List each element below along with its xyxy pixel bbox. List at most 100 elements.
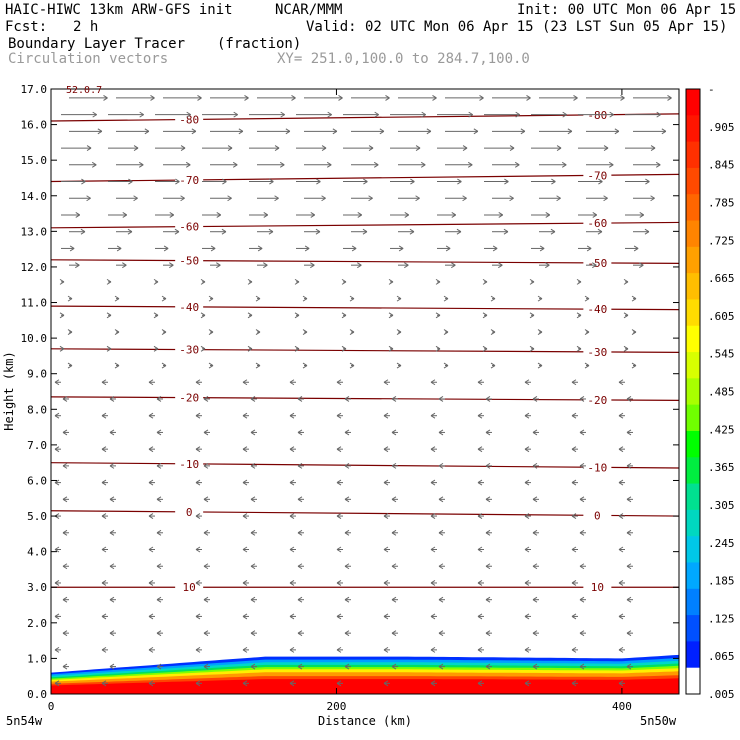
vector-head bbox=[556, 145, 562, 149]
vector-head bbox=[485, 529, 491, 534]
vector-head bbox=[608, 164, 614, 168]
vector-head bbox=[336, 482, 342, 486]
vector-head bbox=[626, 529, 632, 534]
vector-head bbox=[133, 197, 138, 202]
vector-head bbox=[529, 312, 535, 316]
vector-head bbox=[289, 513, 295, 517]
vector-head bbox=[341, 278, 347, 283]
vector-head bbox=[106, 345, 112, 350]
vector-head bbox=[127, 228, 133, 233]
vector-head bbox=[148, 482, 154, 486]
vector-head bbox=[289, 381, 295, 386]
vector-head bbox=[618, 513, 624, 517]
vector-head bbox=[490, 295, 496, 300]
vector-head bbox=[656, 114, 661, 118]
vector-head bbox=[592, 212, 598, 216]
vector-head bbox=[195, 580, 201, 584]
vector-head bbox=[250, 599, 256, 603]
vector-head bbox=[344, 596, 350, 601]
vector-head bbox=[592, 262, 597, 266]
vector-head bbox=[631, 298, 637, 302]
colorbar-frame bbox=[685, 88, 701, 695]
vector-head bbox=[490, 331, 496, 335]
vector-head bbox=[623, 314, 629, 319]
vector-head bbox=[391, 532, 397, 536]
vector-head bbox=[191, 130, 197, 135]
vector-head bbox=[532, 429, 538, 433]
vector-head bbox=[59, 314, 65, 319]
vector-head bbox=[435, 314, 441, 319]
vector-head bbox=[148, 682, 154, 687]
vector-head bbox=[304, 248, 310, 252]
vector-head bbox=[227, 147, 233, 152]
vector-head bbox=[208, 365, 214, 369]
vector-head bbox=[81, 178, 86, 182]
y-tick-label: 15.0 bbox=[21, 154, 48, 167]
contour-label: -30 bbox=[179, 344, 199, 357]
vector-head bbox=[409, 228, 415, 233]
vector-head bbox=[148, 646, 154, 651]
vector-head bbox=[383, 646, 389, 651]
vector-head bbox=[477, 513, 483, 517]
vector-head bbox=[344, 498, 350, 503]
vector-head bbox=[274, 195, 279, 199]
vector-head bbox=[114, 298, 120, 302]
vector-head bbox=[623, 278, 629, 283]
contour-line-5 bbox=[51, 305, 679, 311]
vector-head bbox=[368, 147, 374, 152]
vector-head bbox=[150, 94, 155, 99]
vector-head bbox=[420, 164, 426, 168]
vector-head bbox=[180, 195, 185, 199]
vector-head bbox=[650, 145, 656, 149]
vector-head bbox=[368, 145, 374, 149]
vector-head bbox=[482, 345, 488, 350]
vector-head bbox=[532, 496, 538, 500]
vector-head bbox=[344, 465, 350, 469]
vector-head bbox=[477, 546, 483, 550]
vector-head bbox=[203, 465, 209, 469]
colorbar-swatch bbox=[686, 220, 700, 248]
vector-head bbox=[101, 482, 107, 486]
vector-head bbox=[435, 278, 441, 283]
vector-head bbox=[80, 231, 86, 235]
vector-head bbox=[631, 365, 637, 369]
vector-head bbox=[208, 331, 214, 335]
vector-head bbox=[645, 178, 650, 182]
vector-head bbox=[109, 398, 115, 402]
contour-label-bg bbox=[175, 220, 204, 233]
vector-head bbox=[603, 195, 608, 199]
vector-head bbox=[62, 496, 68, 500]
vector-head bbox=[561, 164, 567, 168]
vector-head bbox=[584, 331, 590, 335]
vector-head bbox=[297, 599, 303, 603]
vector-head bbox=[571, 682, 577, 687]
vector-head bbox=[374, 111, 379, 116]
vector-head bbox=[383, 582, 389, 586]
vector-head bbox=[391, 630, 397, 634]
vector-head bbox=[524, 379, 530, 383]
vector-head bbox=[67, 365, 73, 369]
colorbar-swatch bbox=[686, 141, 700, 169]
vector-head bbox=[232, 164, 238, 168]
y-tick-label: 10.0 bbox=[21, 332, 48, 345]
vector-head bbox=[545, 262, 550, 266]
vector-head bbox=[388, 345, 394, 350]
vector-head bbox=[279, 161, 285, 166]
vector-head bbox=[485, 663, 491, 668]
vector-head bbox=[156, 630, 162, 634]
colorbar-swatch bbox=[686, 509, 700, 537]
vector-head bbox=[383, 412, 389, 417]
vector-head bbox=[54, 649, 60, 653]
vector-head bbox=[242, 582, 248, 586]
contour-label: -70 bbox=[179, 174, 199, 187]
colorbar-swatch bbox=[686, 246, 700, 274]
vector-head bbox=[438, 498, 444, 503]
vector-head bbox=[556, 195, 561, 199]
vector-head bbox=[195, 513, 201, 517]
vector-head bbox=[294, 281, 300, 285]
vector-head bbox=[321, 145, 327, 149]
vector-head bbox=[344, 632, 350, 637]
vector-head bbox=[315, 228, 321, 233]
vector-head bbox=[344, 532, 350, 536]
vector-head bbox=[195, 381, 201, 386]
